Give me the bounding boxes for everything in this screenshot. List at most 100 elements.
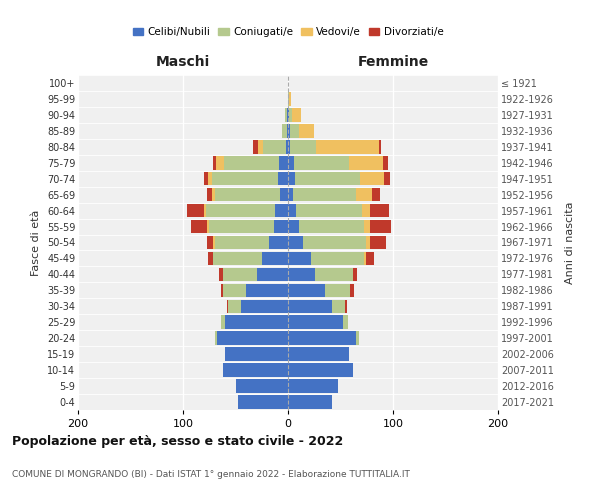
Bar: [187, 204, 204, 218]
Bar: [343, 316, 348, 329]
Bar: [292, 108, 301, 122]
Text: Femmine: Femmine: [358, 54, 428, 68]
Bar: [288, 364, 353, 377]
Bar: [349, 156, 383, 170]
Bar: [366, 236, 370, 250]
Bar: [295, 156, 349, 170]
Bar: [288, 395, 332, 409]
Bar: [285, 108, 287, 122]
Bar: [288, 140, 290, 153]
Bar: [208, 252, 214, 265]
Bar: [215, 236, 269, 250]
Bar: [246, 284, 288, 297]
Bar: [288, 156, 295, 170]
Bar: [207, 188, 212, 202]
Y-axis label: Anni di nascita: Anni di nascita: [565, 201, 575, 284]
Bar: [288, 316, 343, 329]
Bar: [224, 156, 278, 170]
Bar: [207, 236, 214, 250]
Bar: [278, 156, 288, 170]
Bar: [383, 172, 390, 186]
Bar: [288, 268, 316, 281]
Bar: [350, 284, 354, 297]
Bar: [289, 92, 291, 106]
Bar: [215, 156, 224, 170]
Bar: [288, 172, 295, 186]
Bar: [288, 188, 293, 202]
Bar: [253, 140, 257, 153]
Bar: [288, 284, 325, 297]
Bar: [299, 124, 314, 138]
Bar: [214, 156, 215, 170]
Bar: [289, 108, 292, 122]
Text: Popolazione per età, sesso e stato civile - 2022: Popolazione per età, sesso e stato civil…: [12, 435, 343, 448]
Bar: [257, 268, 288, 281]
Bar: [311, 252, 364, 265]
Bar: [223, 364, 288, 377]
Bar: [277, 172, 288, 186]
Bar: [217, 332, 288, 345]
Bar: [225, 316, 288, 329]
Bar: [214, 236, 215, 250]
Bar: [269, 236, 288, 250]
Bar: [288, 220, 299, 234]
Bar: [288, 252, 311, 265]
Bar: [274, 220, 288, 234]
Bar: [364, 220, 370, 234]
Bar: [212, 172, 277, 186]
Bar: [286, 140, 288, 153]
Bar: [262, 252, 288, 265]
Bar: [372, 188, 380, 202]
Bar: [361, 172, 383, 186]
Bar: [288, 236, 303, 250]
Bar: [353, 268, 358, 281]
Bar: [288, 92, 289, 106]
Bar: [288, 332, 356, 345]
Bar: [364, 252, 366, 265]
Bar: [303, 236, 366, 250]
Bar: [288, 108, 289, 122]
Bar: [204, 172, 208, 186]
Bar: [290, 124, 299, 138]
Bar: [295, 172, 361, 186]
Bar: [288, 204, 296, 218]
Bar: [356, 188, 372, 202]
Text: COMUNE DI MONGRANDO (BI) - Dati ISTAT 1° gennaio 2022 - Elaborazione TUTTITALIA.: COMUNE DI MONGRANDO (BI) - Dati ISTAT 1°…: [12, 470, 410, 479]
Bar: [280, 188, 288, 202]
Bar: [379, 140, 382, 153]
Bar: [370, 204, 389, 218]
Bar: [215, 332, 217, 345]
Bar: [345, 300, 347, 313]
Bar: [241, 300, 288, 313]
Bar: [191, 220, 207, 234]
Bar: [316, 140, 379, 153]
Bar: [288, 124, 290, 138]
Bar: [206, 204, 275, 218]
Bar: [356, 332, 359, 345]
Bar: [204, 204, 206, 218]
Bar: [290, 140, 316, 153]
Bar: [238, 395, 288, 409]
Bar: [293, 188, 356, 202]
Bar: [383, 156, 388, 170]
Bar: [282, 124, 287, 138]
Bar: [287, 108, 288, 122]
Bar: [212, 188, 215, 202]
Bar: [332, 300, 345, 313]
Bar: [275, 204, 288, 218]
Bar: [228, 300, 241, 313]
Bar: [223, 284, 246, 297]
Bar: [207, 220, 209, 234]
Bar: [299, 220, 364, 234]
Bar: [223, 268, 257, 281]
Bar: [221, 284, 223, 297]
Bar: [370, 220, 391, 234]
Bar: [208, 172, 212, 186]
Bar: [366, 252, 374, 265]
Text: Maschi: Maschi: [156, 54, 210, 68]
Bar: [325, 284, 350, 297]
Bar: [215, 188, 280, 202]
Legend: Celibi/Nubili, Coniugati/e, Vedovi/e, Divorziati/e: Celibi/Nubili, Coniugati/e, Vedovi/e, Di…: [128, 24, 448, 42]
Bar: [370, 236, 386, 250]
Bar: [361, 204, 370, 218]
